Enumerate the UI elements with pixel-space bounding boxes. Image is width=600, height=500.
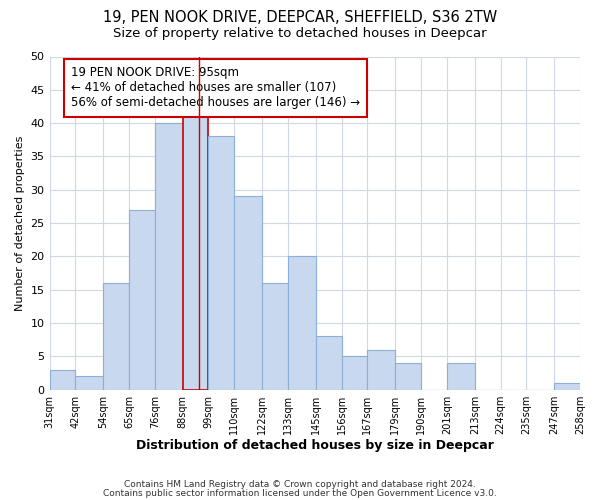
- Bar: [234, 196, 262, 390]
- Text: 19 PEN NOOK DRIVE: 95sqm
← 41% of detached houses are smaller (107)
56% of semi-: 19 PEN NOOK DRIVE: 95sqm ← 41% of detach…: [71, 66, 360, 110]
- Bar: [395, 363, 421, 390]
- Text: Size of property relative to detached houses in Deepcar: Size of property relative to detached ho…: [113, 28, 487, 40]
- Bar: [316, 336, 341, 390]
- Text: Contains HM Land Registry data © Crown copyright and database right 2024.: Contains HM Land Registry data © Crown c…: [124, 480, 476, 489]
- Bar: [367, 350, 395, 390]
- Bar: [208, 136, 234, 390]
- Bar: [183, 116, 208, 390]
- Bar: [129, 210, 155, 390]
- Bar: [288, 256, 316, 390]
- Bar: [554, 383, 580, 390]
- Text: Contains public sector information licensed under the Open Government Licence v3: Contains public sector information licen…: [103, 489, 497, 498]
- X-axis label: Distribution of detached houses by size in Deepcar: Distribution of detached houses by size …: [136, 440, 494, 452]
- Bar: [341, 356, 367, 390]
- Bar: [155, 123, 183, 390]
- Bar: [50, 370, 75, 390]
- Y-axis label: Number of detached properties: Number of detached properties: [15, 136, 25, 311]
- Text: 19, PEN NOOK DRIVE, DEEPCAR, SHEFFIELD, S36 2TW: 19, PEN NOOK DRIVE, DEEPCAR, SHEFFIELD, …: [103, 10, 497, 25]
- Bar: [103, 283, 129, 390]
- Bar: [262, 283, 288, 390]
- Bar: [447, 363, 475, 390]
- Bar: [75, 376, 103, 390]
